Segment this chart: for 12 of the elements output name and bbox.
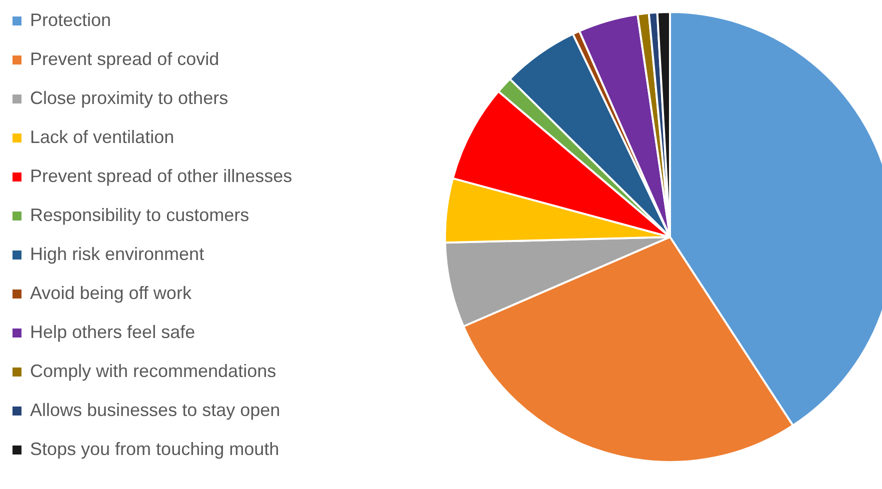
legend-label: Prevent spread of other illnesses <box>30 166 292 186</box>
legend-label: Protection <box>30 10 112 30</box>
legend-label: Comply with recommendations <box>30 361 276 381</box>
legend-label: Close proximity to others <box>30 88 228 108</box>
legend-label: Help others feel safe <box>30 322 196 342</box>
legend-label: Responsibility to customers <box>30 205 250 225</box>
legend-label: Lack of ventilation <box>30 127 174 147</box>
legend-label: Avoid being off work <box>30 283 192 303</box>
legend-label: Prevent spread of covid <box>30 49 220 69</box>
legend-label: Stops you from touching mouth <box>30 439 280 459</box>
legend-label: High risk environment <box>30 244 204 264</box>
legend-label: Allows businesses to stay open <box>30 400 280 420</box>
